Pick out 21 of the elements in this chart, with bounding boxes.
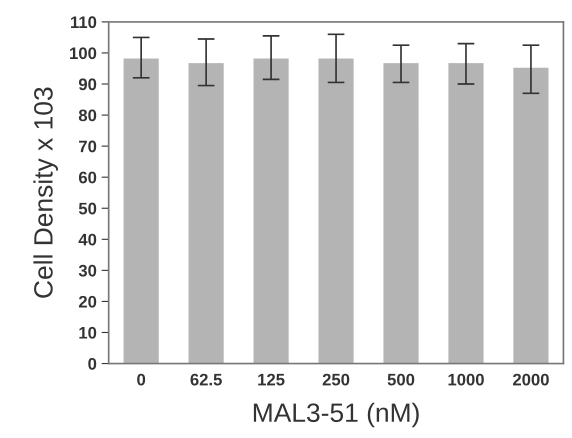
y-tick-label: 0 [88,358,96,370]
y-tick-label: 10 [79,326,96,339]
x-tick-label: 0 [137,374,146,386]
y-tick-label: 50 [78,202,96,214]
y-tick-label: 90 [78,78,96,90]
x-tick-label: 2000 [512,374,549,386]
y-tick-label: 20 [78,296,96,308]
y-tick-label: 100 [70,47,96,60]
y-tick-label: 110 [71,16,96,28]
y-axis-title: Cell Density x 103 [33,88,58,298]
x-tick-label: 1000 [448,374,484,386]
y-tick-label: 70 [79,140,96,152]
y-tick-label: 30 [78,264,96,277]
y-tick-label: 60 [78,172,96,184]
y-tick-label: 40 [78,234,96,246]
y-tick-label: 80 [78,109,96,122]
x-tick-label: 62.5 [190,374,222,386]
x-tick-label: 500 [388,374,414,386]
x-axis-title: MAL3-51 (nM) [254,402,419,428]
x-tick-label: 125 [258,374,285,386]
x-tick-label: 250 [322,374,350,386]
